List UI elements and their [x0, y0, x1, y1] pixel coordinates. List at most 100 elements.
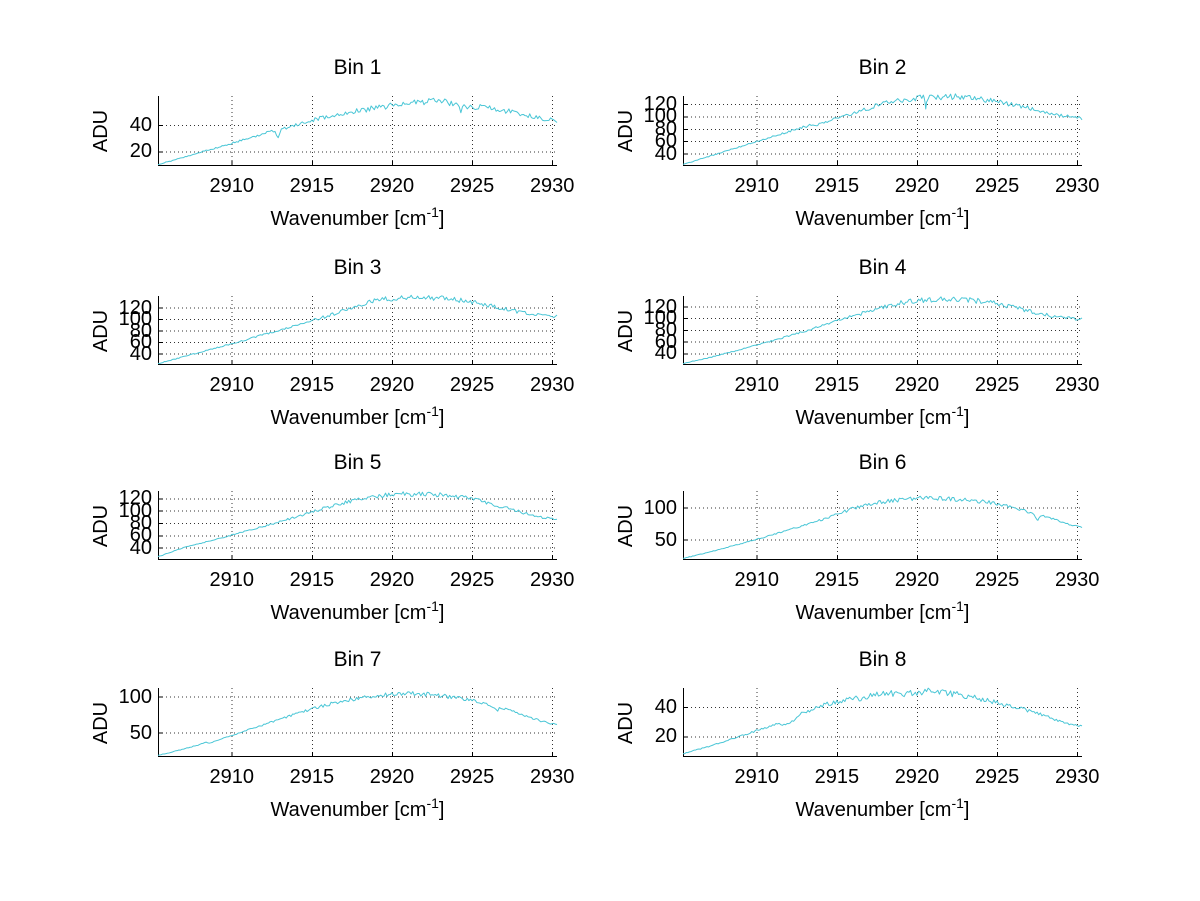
x-tick-label: 2930: [1054, 175, 1100, 197]
y-tick-label: 120: [643, 295, 677, 318]
x-tick-label: 2925: [974, 569, 1020, 591]
y-tick-label: 60: [654, 330, 677, 353]
x-tick-label: 2910: [209, 569, 254, 591]
x-tick-label: 2915: [289, 569, 335, 591]
x-tick-label: 2925: [974, 175, 1020, 197]
y-tick-label: 60: [129, 331, 152, 353]
x-tick-label: 2930: [1054, 569, 1100, 591]
x-tick-label: 2920: [369, 766, 415, 788]
spectrum-line: [157, 294, 558, 365]
x-tick-label: 2925: [449, 374, 495, 396]
y-tick-label: 100: [118, 308, 152, 330]
y-axis-label: ADU: [615, 109, 637, 153]
x-axis-label-text: Wavenumber [cm: [795, 799, 952, 821]
x-axis-label-superscript: -1: [951, 598, 964, 614]
y-tick-label: 40: [654, 342, 677, 365]
grid-lines: [158, 491, 557, 560]
x-tick-label: 2920: [369, 569, 415, 591]
grid-lines: [683, 491, 1082, 560]
x-tick-label: 2910: [734, 374, 779, 396]
x-axis-label-superscript: -1: [426, 598, 439, 614]
x-axis-label-text: Wavenumber [cm: [270, 208, 427, 230]
x-axis-label-text: Wavenumber [cm: [270, 602, 427, 624]
spectrum-line: [682, 93, 1083, 165]
x-axis-label-superscript: -1: [951, 795, 964, 811]
plot-area: [682, 93, 1083, 166]
axis-spines: [158, 296, 557, 365]
x-tick-label: 2910: [734, 766, 779, 788]
x-axis-label-superscript: -1: [426, 403, 439, 419]
x-axis-label-bracket: ]: [963, 407, 970, 429]
plot-area: [682, 296, 1083, 365]
axis-spines: [683, 96, 1082, 166]
subplot-title: Bin 7: [333, 648, 382, 671]
grid-lines: [158, 96, 557, 166]
axis-spines: [158, 96, 557, 166]
spectrum-line: [157, 491, 558, 558]
x-tick-label: 2915: [289, 766, 335, 788]
x-axis-label-superscript: -1: [951, 403, 964, 419]
spectrum-line: [157, 691, 558, 756]
x-tick-label: 2930: [1054, 374, 1100, 396]
y-tick-label: 120: [118, 296, 152, 319]
x-tick-label: 2920: [369, 175, 415, 197]
x-tick-label: 2910: [209, 766, 254, 788]
x-tick-label: 2920: [894, 766, 940, 788]
subplot-title: Bin 8: [858, 648, 907, 671]
x-axis-label: Wavenumber [cm-1]: [683, 598, 1082, 627]
axis-spines: [158, 491, 557, 560]
y-axis-label: ADU: [615, 504, 637, 547]
y-tick-label: 80: [129, 512, 152, 535]
x-axis-label: Wavenumber [cm-1]: [158, 795, 557, 824]
x-tick-label: 2915: [814, 766, 860, 788]
axis-spines: [158, 688, 557, 757]
plot-area: [157, 294, 558, 365]
x-axis-label-bracket: ]: [963, 799, 970, 821]
axis-spines: [683, 491, 1082, 560]
y-tick-label: 40: [129, 342, 152, 365]
x-tick-label: 2925: [449, 569, 495, 591]
y-tick-label: 100: [643, 496, 677, 519]
grid-lines: [158, 296, 557, 365]
x-axis-label-bracket: ]: [438, 407, 445, 429]
y-tick-label: 40: [129, 114, 152, 137]
y-tick-label: 100: [643, 307, 677, 330]
y-tick-label: 80: [129, 319, 152, 342]
spectrum-line: [682, 296, 1083, 365]
plot-area: [157, 96, 558, 166]
y-tick-label: 40: [129, 536, 152, 559]
subplot-title: Bin 5: [333, 451, 382, 474]
x-tick-label: 2930: [529, 569, 575, 591]
x-tick-label: 2920: [894, 374, 940, 396]
grid-lines: [683, 296, 1082, 365]
x-axis-label-bracket: ]: [963, 208, 970, 230]
x-tick-label: 2930: [529, 766, 575, 788]
x-tick-label: 2925: [974, 766, 1020, 788]
y-tick-label: 40: [654, 142, 677, 165]
y-axis-label: ADU: [90, 109, 112, 153]
x-tick-label: 2915: [289, 175, 335, 197]
x-tick-label: 2910: [209, 374, 254, 396]
x-axis-label-superscript: -1: [426, 795, 439, 811]
plot-area: [682, 687, 1083, 757]
x-axis-label-bracket: ]: [438, 799, 445, 821]
y-tick-label: 50: [129, 721, 152, 744]
x-tick-label: 2920: [369, 374, 415, 396]
x-tick-label: 2910: [209, 175, 254, 197]
subplot-title: Bin 6: [858, 451, 907, 474]
x-tick-label: 2910: [734, 175, 779, 197]
x-axis-label-superscript: -1: [426, 204, 439, 220]
y-tick-label: 80: [654, 318, 677, 341]
x-axis-label: Wavenumber [cm-1]: [683, 204, 1082, 233]
x-axis-label-superscript: -1: [951, 204, 964, 220]
x-axis-label-bracket: ]: [438, 208, 445, 230]
x-axis-label-text: Wavenumber [cm: [795, 208, 952, 230]
y-axis-label: ADU: [615, 309, 637, 352]
